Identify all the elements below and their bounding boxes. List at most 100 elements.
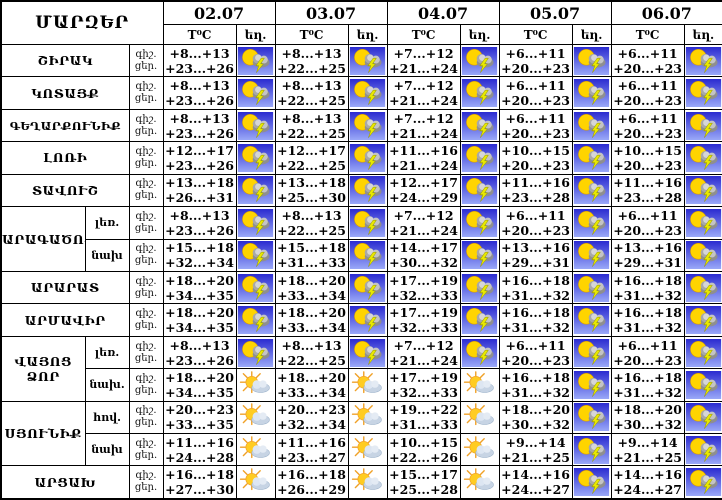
temperature-cell: +8...+13 +22...+25 <box>274 206 349 240</box>
zone-label: լեռ. <box>84 335 130 370</box>
night-temperature: +6...+11 <box>505 110 566 126</box>
night-temperature: +8...+13 <box>281 78 342 94</box>
weather-icon-cell <box>347 400 388 435</box>
night-temperature: +16...+18 <box>613 305 682 321</box>
temperature-column-header: T⁰C <box>386 24 461 45</box>
sun-cloud-lightning-icon <box>461 112 498 140</box>
weather-icon-cell <box>571 206 612 240</box>
temperature-cell: +16...+18 +26...+29 <box>274 465 349 500</box>
temperature-column-header: T⁰C <box>498 24 573 45</box>
weather-icon-cell <box>347 335 388 370</box>
weather-icon-cell <box>347 76 388 110</box>
night-label: գիշ. <box>135 470 157 482</box>
temperature-cell: +20...+23 +33...+35 <box>162 400 237 435</box>
night-temperature: +9...+14 <box>505 434 566 450</box>
sun-cloud-lightning-icon <box>237 176 274 204</box>
night-day-labels: գիշ. ցեր. <box>128 303 164 337</box>
weather-icon-cell <box>683 76 722 110</box>
weather-icon-cell <box>235 238 276 272</box>
sun-cloud-icon <box>461 403 498 431</box>
weather-icon-cell <box>683 108 722 143</box>
night-temperature: +7...+12 <box>393 45 454 61</box>
sun-cloud-lightning-icon <box>461 274 498 302</box>
night-label: գիշ. <box>135 210 157 222</box>
day-temperature: +31...+33 <box>389 417 458 433</box>
night-temperature: +8...+13 <box>281 45 342 61</box>
table-body: ՇԻՐԱԿ գիշ. ցեր. +8...+13 +23...+26 +8...+13 +2… <box>0 43 722 500</box>
weather-icon-cell <box>459 43 500 78</box>
temperature-cell: +18...+20 +33...+34 <box>274 303 349 337</box>
regions-corner-header: ՄԱՐԶԵՐ <box>0 0 164 45</box>
night-temperature: +18...+20 <box>277 369 346 385</box>
day-temperature: +21...+24 <box>389 222 458 238</box>
sun-cloud-lightning-icon <box>349 47 386 75</box>
sun-cloud-icon <box>461 371 498 399</box>
temperature-cell: +6...+11 +20...+23 <box>610 43 685 78</box>
weather-icon-cell <box>459 108 500 143</box>
region-name: ԱՐԱԳԱԾՈՏՆ <box>0 206 86 272</box>
night-temperature: +6...+11 <box>617 110 678 126</box>
weather-icon-cell <box>235 141 276 175</box>
weather-icon-cell <box>571 368 612 402</box>
weather-icon-cell <box>571 173 612 208</box>
weather-icon-cell <box>571 270 612 305</box>
day-temperature: +21...+25 <box>501 449 570 465</box>
day-label: ցեր. <box>134 482 158 494</box>
day-temperature: +22...+25 <box>277 60 346 76</box>
temperature-cell: +6...+11 +20...+23 <box>610 108 685 143</box>
temperature-cell: +16...+18 +31...+32 <box>610 368 685 402</box>
night-temperature: +10...+15 <box>389 434 458 450</box>
temperature-cell: +8...+13 +22...+25 <box>274 108 349 143</box>
temperature-cell: +6...+11 +20...+23 <box>498 108 573 143</box>
night-label: գիշ. <box>135 372 157 384</box>
night-day-labels: գիշ. ցեր. <box>128 108 164 143</box>
weather-column-header: եղ. <box>347 24 388 45</box>
day-temperature: +23...+26 <box>165 93 234 109</box>
temperature-cell: +12...+17 +22...+25 <box>274 141 349 175</box>
night-label: գիշ. <box>135 340 157 352</box>
day-temperature: +20...+23 <box>501 125 570 141</box>
temperature-cell: +11...+16 +23...+28 <box>498 173 573 208</box>
day-temperature: +20...+23 <box>613 352 682 368</box>
sun-cloud-lightning-icon <box>237 274 274 302</box>
sun-cloud-icon <box>349 403 386 431</box>
sun-cloud-lightning-icon <box>461 306 498 334</box>
table-row: նախ գիշ. ցեր. +11...+16 +24...+28 +11...+16 +2… <box>1 433 722 467</box>
night-label: գիշ. <box>135 48 157 60</box>
zone-label: նախ <box>84 238 130 272</box>
night-temperature: +8...+13 <box>169 110 230 126</box>
night-temperature: +13...+16 <box>501 240 570 256</box>
weather-icon-cell <box>459 303 500 337</box>
day-temperature: +25...+30 <box>277 190 346 206</box>
weather-icon-cell <box>347 270 388 305</box>
weather-icon-cell <box>683 141 722 175</box>
temperature-cell: +12...+17 +24...+29 <box>386 173 461 208</box>
temperature-cell: +8...+13 +23...+26 <box>162 108 237 143</box>
night-temperature: +6...+11 <box>617 337 678 353</box>
weather-icon-cell <box>571 303 612 337</box>
night-day-labels: գիշ. ցեր. <box>128 368 164 402</box>
night-temperature: +12...+17 <box>389 175 458 191</box>
temperature-cell: +13...+18 +26...+31 <box>162 173 237 208</box>
temperature-cell: +6...+11 +20...+23 <box>610 335 685 370</box>
night-temperature: +16...+18 <box>613 272 682 288</box>
weather-icon-cell <box>571 141 612 175</box>
weather-column-header: եղ. <box>571 24 612 45</box>
sun-cloud-icon <box>237 371 274 399</box>
day-temperature: +23...+26 <box>165 125 234 141</box>
temperature-cell: +12...+17 +23...+26 <box>162 141 237 175</box>
night-temperature: +16...+18 <box>501 369 570 385</box>
temperature-cell: +13...+16 +29...+31 <box>610 238 685 272</box>
day-temperature: +20...+23 <box>613 222 682 238</box>
weather-icon-cell <box>235 465 276 500</box>
day-temperature: +33...+34 <box>277 287 346 303</box>
table-row: ՏԱՎՈՒՇ գիշ. ցեր. +13...+18 +26...+31 +13...+1… <box>0 173 722 208</box>
night-temperature: +15...+17 <box>389 467 458 483</box>
day-temperature: +33...+34 <box>277 320 346 336</box>
sun-cloud-lightning-icon <box>461 47 498 75</box>
temperature-cell: +8...+13 +23...+26 <box>162 206 237 240</box>
weather-icon-cell <box>459 433 500 467</box>
day-temperature: +34...+35 <box>165 287 234 303</box>
weather-icon-cell <box>571 43 612 78</box>
weather-icon-cell <box>459 465 500 500</box>
